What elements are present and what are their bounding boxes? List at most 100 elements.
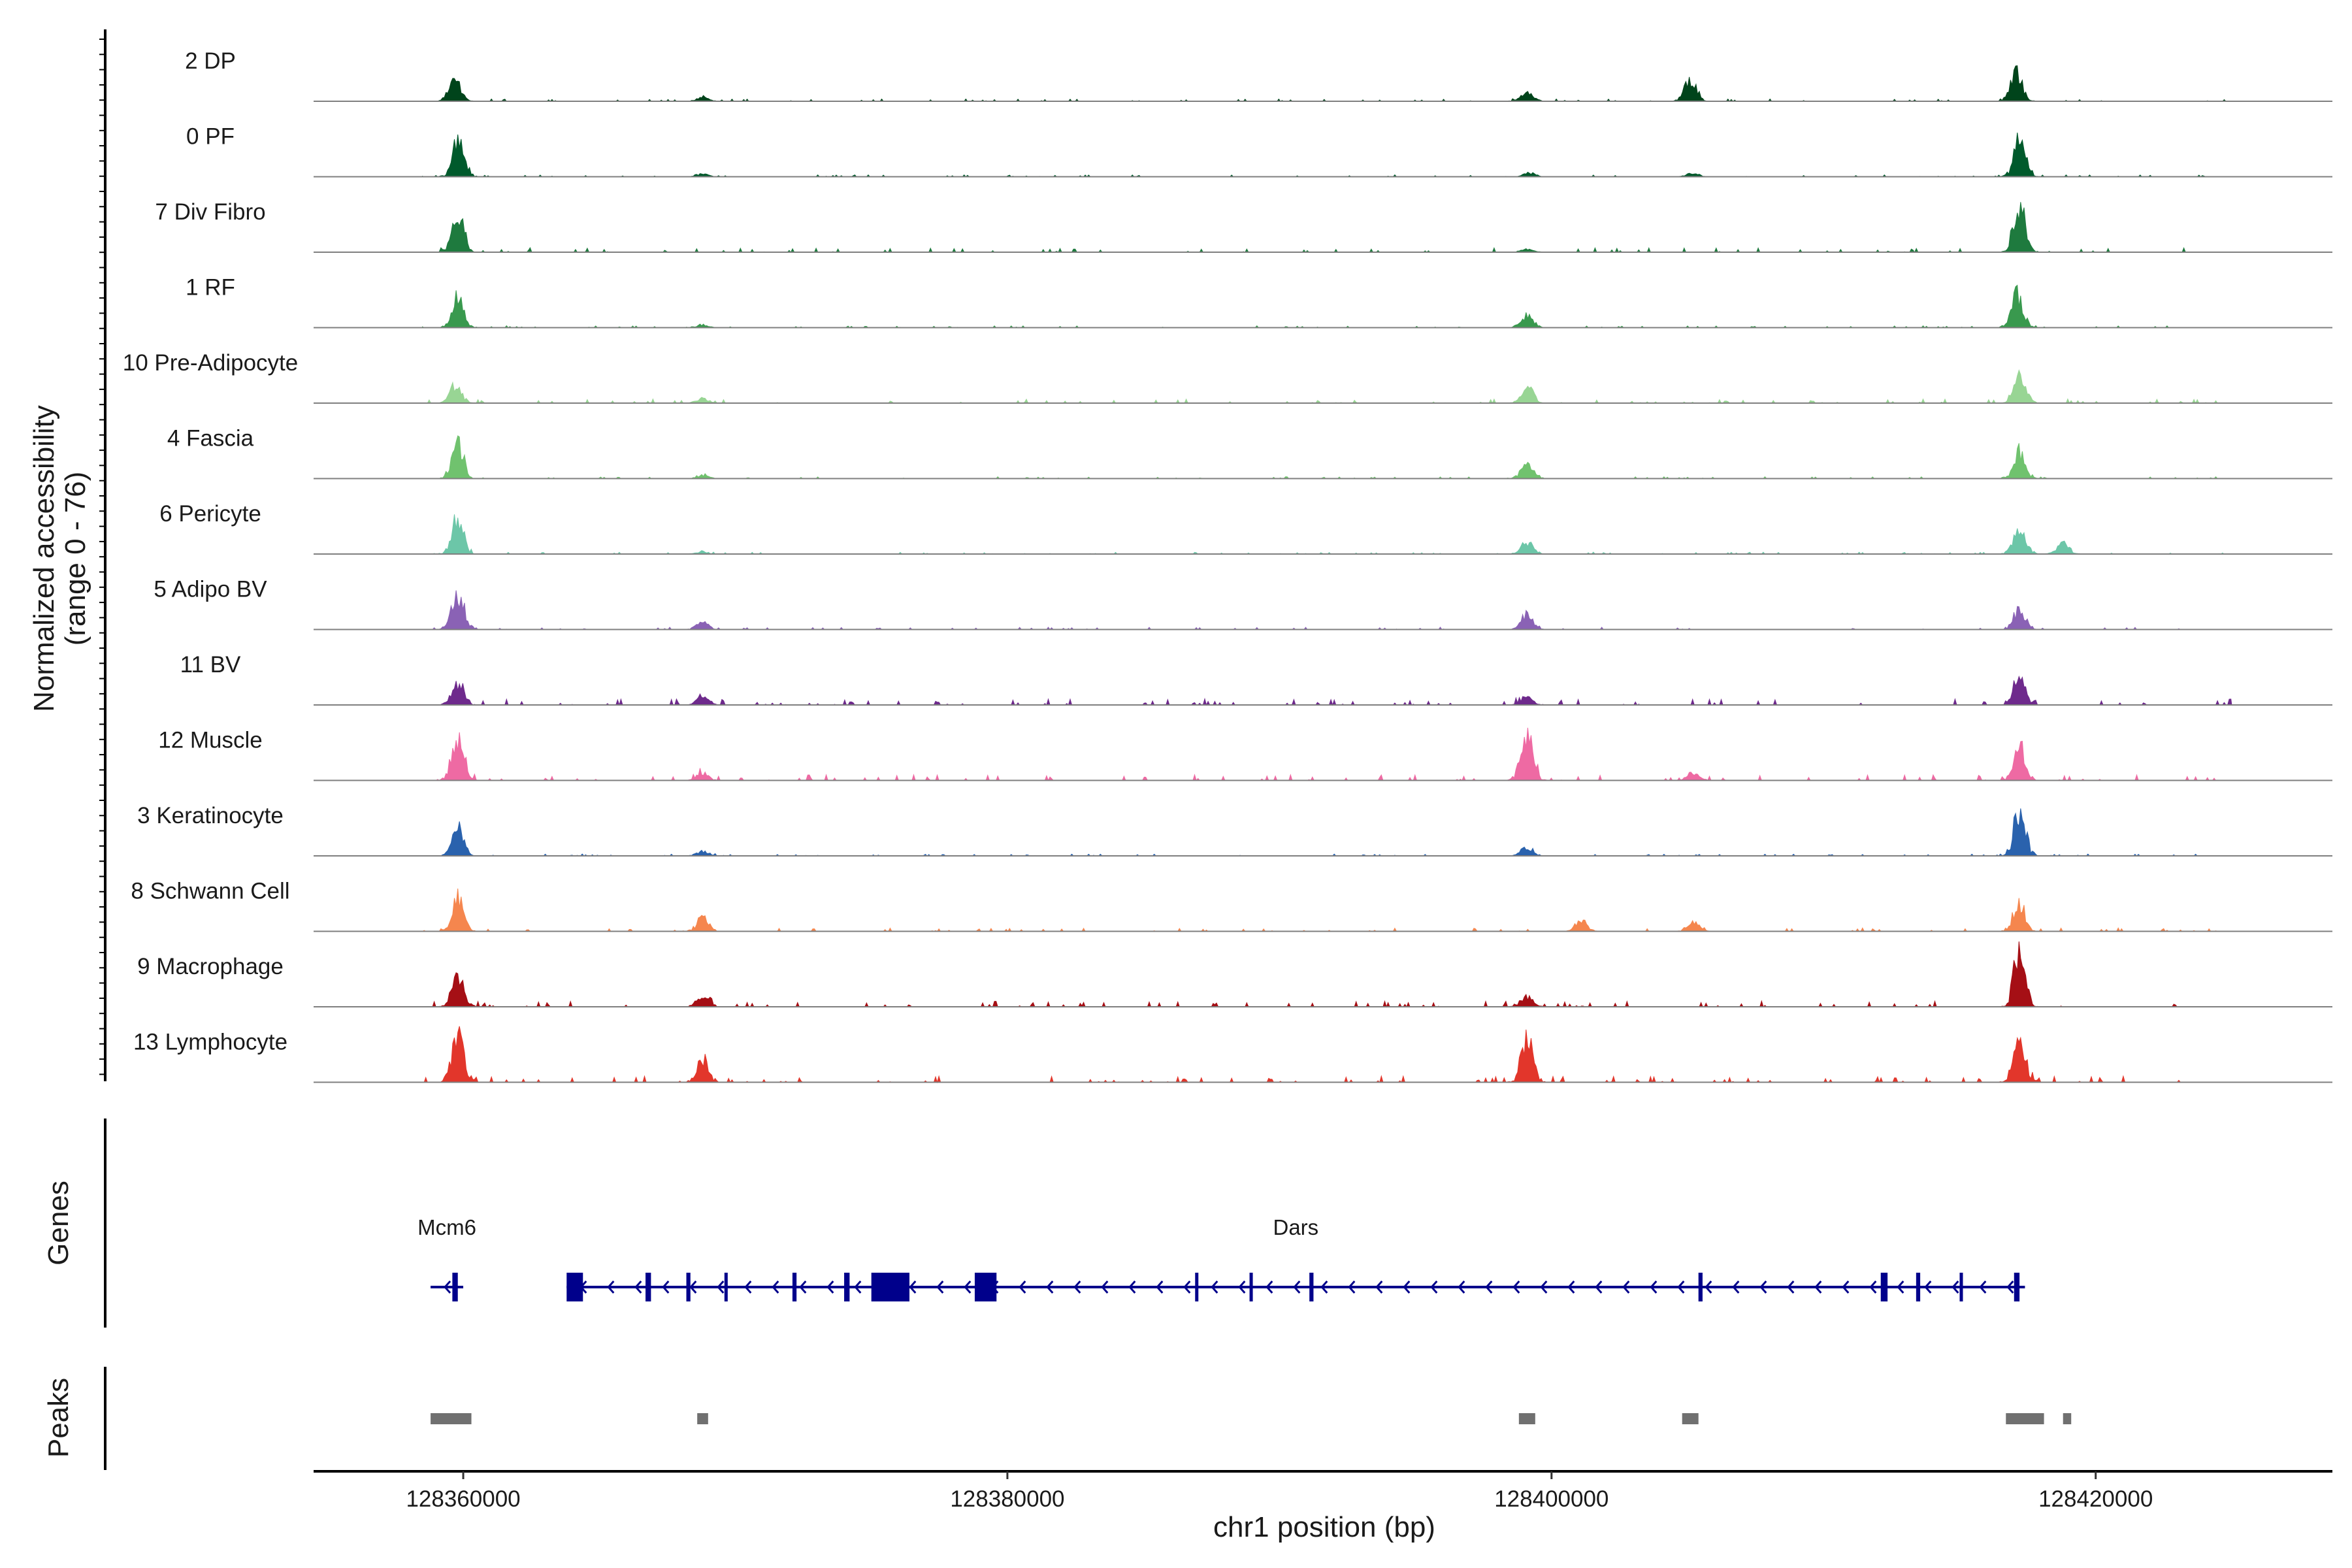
coverage-area-11-bv [422, 676, 2232, 706]
gene-exon [1880, 1273, 1888, 1301]
strand-arrow [1101, 1281, 1109, 1294]
x-axis-title: chr1 position (bp) [1213, 1511, 1435, 1543]
strand-arrow [1897, 1281, 1904, 1294]
genes-panel-title: Genes [42, 1181, 74, 1266]
x-tick-label: 128400000 [1494, 1486, 1609, 1512]
track-4-fascia: 4 Fascia [167, 426, 2332, 480]
track-label: 2 DP [185, 48, 236, 74]
strand-arrow [1512, 1281, 1520, 1294]
track-label: 0 PF [186, 124, 235, 150]
strand-arrow [772, 1281, 779, 1294]
track-12-muscle: 12 Muscle [158, 728, 2332, 781]
strand-arrow [1705, 1281, 1712, 1294]
gene-exon [1959, 1273, 1963, 1301]
strand-arrow [1952, 1281, 1959, 1294]
track-label: 4 Fascia [167, 426, 254, 451]
track-label: 10 Pre-Adipocyte [123, 350, 298, 376]
peak-region [431, 1413, 472, 1424]
strand-arrow [1266, 1281, 1273, 1294]
y-axis-title-line1: Normalized accessibility [28, 405, 60, 711]
strand-arrow [1814, 1281, 1822, 1294]
strand-arrow [1787, 1281, 1795, 1294]
track-2-dp: 2 DP [185, 48, 2332, 102]
track-13-lymphocyte: 13 Lymphocyte [133, 1026, 2332, 1084]
gene-annotation-track: Mcm6 Dars [417, 1215, 2025, 1301]
track-3-keratinocyte: 3 Keratinocyte [137, 803, 2332, 857]
coverage-area-7-div-fibro [422, 202, 2232, 253]
gene-exon [844, 1273, 850, 1301]
track-label: 8 Schwann Cell [131, 879, 289, 904]
strand-arrow [1842, 1281, 1850, 1294]
strand-arrow [1293, 1281, 1301, 1294]
track-6-pericyte: 6 Pericyte [159, 501, 2332, 555]
y-axis-title-line2: (range 0 - 76) [59, 472, 91, 646]
coverage-area-5-adipo-bv [422, 590, 2232, 630]
coverage-area-10-pre-adipocyte [422, 369, 2232, 404]
x-tick-label: 128420000 [2038, 1486, 2153, 1512]
gene-exon [2014, 1273, 2020, 1301]
strand-arrow [1183, 1281, 1191, 1294]
track-label: 9 Macrophage [137, 954, 284, 979]
strand-arrow [799, 1281, 807, 1294]
y-axis-ticks [99, 39, 105, 1075]
track-0-pf: 0 PF [186, 124, 2332, 178]
coverage-area-13-lymphocyte [422, 1026, 2232, 1084]
strand-arrow [964, 1281, 972, 1294]
x-tick-label: 128360000 [406, 1486, 520, 1512]
strand-arrow [744, 1281, 752, 1294]
strand-arrow [1540, 1281, 1548, 1294]
track-label: 7 Div Fibro [155, 199, 265, 225]
coverage-area-9-macrophage [422, 941, 2232, 1008]
strand-arrow [1046, 1281, 1054, 1294]
gene-exon [974, 1273, 997, 1301]
gene-exon [1309, 1273, 1314, 1301]
peak-region [697, 1413, 708, 1424]
strand-arrow [1759, 1281, 1767, 1294]
gene-exon [686, 1273, 691, 1301]
track-10-pre-adipocyte: 10 Pre-Adipocyte [123, 350, 2332, 404]
strand-arrow [1320, 1281, 1328, 1294]
strand-arrow [717, 1281, 725, 1294]
gene-exon [452, 1273, 458, 1301]
strand-arrow [444, 1281, 451, 1294]
track-9-macrophage: 9 Macrophage [137, 941, 2332, 1008]
strand-arrow [909, 1281, 917, 1294]
gene-exon [1698, 1273, 1703, 1301]
strand-arrow [607, 1281, 615, 1294]
coverage-area-3-keratinocyte [422, 808, 2232, 857]
strand-arrow [2006, 1281, 2014, 1294]
strand-arrow [854, 1281, 862, 1294]
peaks-track [431, 1413, 2072, 1424]
gene-label: Mcm6 [417, 1215, 476, 1239]
gene-exon [724, 1273, 728, 1301]
strand-arrow [1622, 1281, 1630, 1294]
gene-exon [645, 1273, 651, 1301]
track-label: 5 Adipo BV [154, 577, 267, 602]
strand-arrow [1732, 1281, 1740, 1294]
gene-mcm6: Mcm6 [417, 1215, 476, 1301]
x-tick-label: 128380000 [950, 1486, 1064, 1512]
strand-arrow [1924, 1281, 1932, 1294]
gene-exon [566, 1273, 583, 1301]
track-label: 11 BV [180, 652, 241, 678]
track-5-adipo-bv: 5 Adipo BV [154, 577, 2332, 630]
track-label: 6 Pericyte [159, 501, 261, 527]
strand-arrow [1430, 1281, 1438, 1294]
gene-exon [792, 1273, 797, 1301]
strand-arrow [662, 1281, 670, 1294]
peaks-panel-title: Peaks [42, 1378, 74, 1458]
strand-arrow [826, 1281, 834, 1294]
track-label: 1 RF [186, 275, 235, 301]
coverage-area-6-pericyte [422, 514, 2232, 555]
strand-arrow [1650, 1281, 1658, 1294]
strand-arrow [1979, 1281, 1987, 1294]
strand-arrow [936, 1281, 944, 1294]
track-1-rf: 1 RF [186, 275, 2332, 329]
gene-exon [1249, 1273, 1253, 1301]
coverage-area-12-muscle [422, 727, 2232, 781]
strand-arrow [634, 1281, 642, 1294]
strand-arrow [1238, 1281, 1246, 1294]
coverage-area-1-rf [422, 284, 2232, 329]
coverage-tracks: 2 DP 0 PF 7 Div Fibro 1 RF 10 Pre-Adipocyte 4… [123, 48, 2332, 1084]
